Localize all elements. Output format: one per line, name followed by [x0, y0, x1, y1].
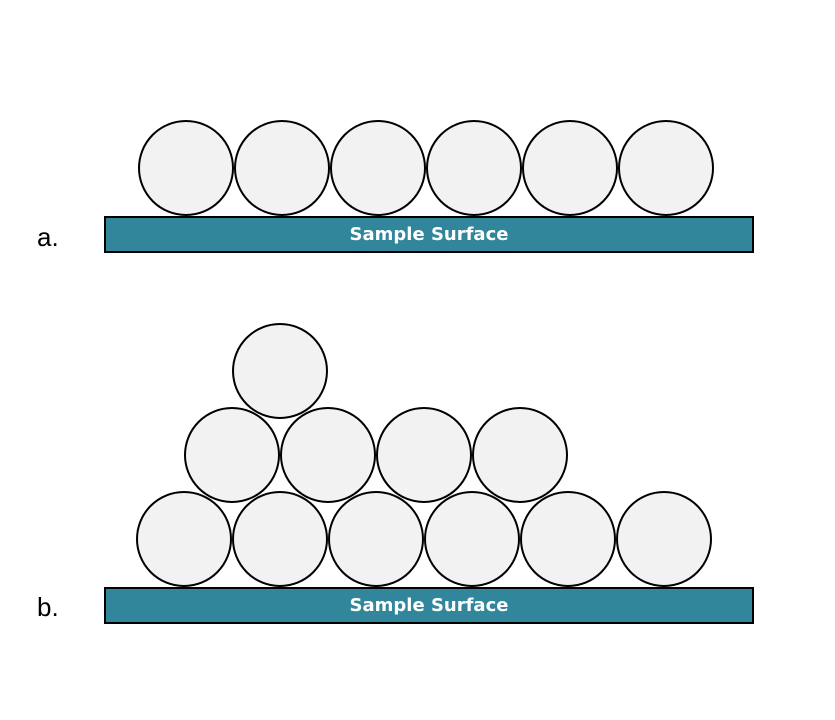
panel-b-sample-surface: Sample Surface [104, 587, 754, 624]
sphere-particle [424, 491, 520, 587]
sphere-particle [472, 407, 568, 503]
sphere-particle [234, 120, 330, 216]
panel-a-sample-surface: Sample Surface [104, 216, 754, 253]
panel-a-spheres [138, 120, 714, 216]
sphere-particle [376, 407, 472, 503]
panel-b-label: b. [37, 592, 59, 622]
sphere-particle [136, 491, 232, 587]
sphere-particle [280, 407, 376, 503]
panel-b-spheres [136, 323, 712, 587]
sphere-particle [522, 120, 618, 216]
sphere-particle [330, 120, 426, 216]
sphere-particle [138, 120, 234, 216]
sphere-particle [520, 491, 616, 587]
sphere-particle [184, 407, 280, 503]
sphere-particle [616, 491, 712, 587]
sphere-particle [618, 120, 714, 216]
sphere-particle [232, 491, 328, 587]
sphere-particle [426, 120, 522, 216]
sphere-particle [328, 491, 424, 587]
sphere-particle [232, 323, 328, 419]
panel-a-label: a. [37, 222, 59, 252]
